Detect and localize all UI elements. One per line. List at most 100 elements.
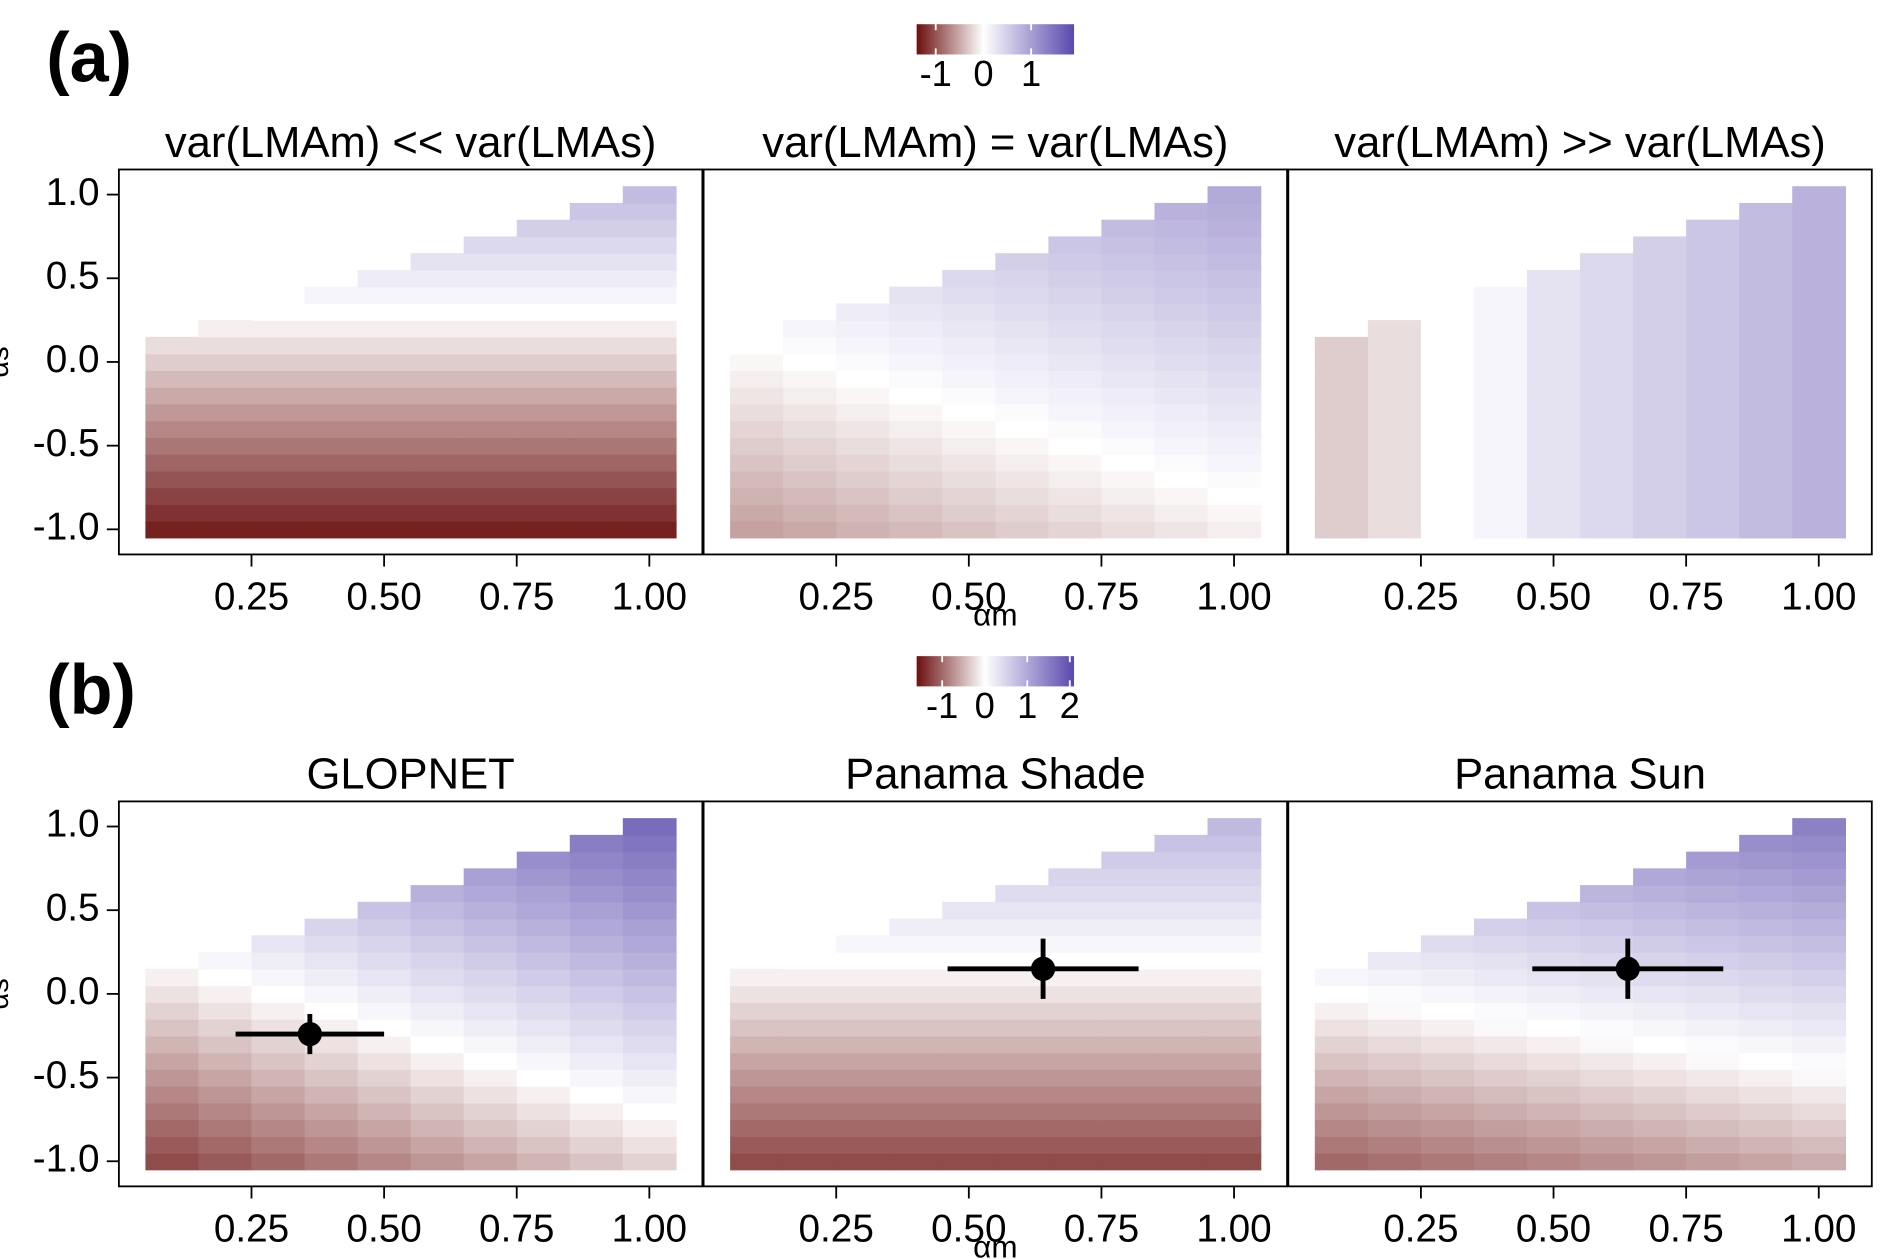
heatmap-cell [622,1152,677,1171]
heatmap-cell [1739,1136,1793,1154]
heatmap-cell [569,952,624,970]
heatmap-cell [1154,985,1209,1003]
heatmap-cell [1314,1102,1369,1121]
heatmap-cell [889,303,944,321]
heatmap-cell [1580,269,1634,288]
heatmap-cell [1686,901,1740,920]
heatmap-cell [145,470,200,489]
heatmap-cell [730,504,784,522]
heatmap-cell [995,1085,1050,1104]
heatmap-cell [622,370,677,388]
heatmap-cell [889,935,944,953]
heatmap-cell [995,985,1050,1003]
heatmap-cell [1101,236,1156,254]
heatmap-cell [1633,454,1687,472]
heatmap-cell [569,968,624,987]
x-axis-label: αm [973,598,1017,633]
heatmap-cell [1154,1085,1209,1104]
heatmap-cell [995,520,1050,539]
heatmap-cell [1686,1018,1740,1037]
heatmap-cell [942,454,997,472]
heatmap-cell [622,186,677,204]
heatmap-cell [1101,935,1156,953]
heatmap-cell [1154,1002,1209,1020]
heatmap-cell [1686,336,1740,355]
heatmap-cell [410,353,465,372]
heatmap-cell [198,320,253,338]
heatmap-cell [251,1102,306,1121]
heatmap-cell [995,504,1050,522]
heatmap-cell [783,487,837,505]
heatmap-cell [1473,437,1528,455]
heatmap-cell [1633,1069,1687,1087]
heatmap-cell [357,1136,412,1154]
heatmap-cell [569,851,624,870]
heatmap-cell [1739,1119,1793,1137]
heatmap-cell [1154,420,1209,439]
heatmap-cell [1207,868,1262,886]
heatmap-cell [1473,487,1528,505]
heatmap-cell [942,303,997,321]
heatmap-cell [516,1002,571,1020]
heatmap-cell [995,1119,1050,1137]
heatmap-cell [622,935,677,953]
heatmap-cell [569,202,624,221]
heatmap-cell [1527,985,1581,1003]
heatmap-cell [145,504,200,522]
heatmap-cell [1473,1119,1528,1137]
heatmap-cell [1367,487,1422,505]
heatmap-cell [1101,286,1156,305]
heatmap-cell [1207,1002,1262,1020]
heatmap-cell [1367,320,1422,338]
x-tick-label: 0.25 [799,1207,874,1250]
heatmap-cell [1580,387,1634,405]
heatmap-cell [730,370,784,388]
heatmap-cell [516,403,571,422]
heatmap-cell [1580,454,1634,472]
heatmap-cell [1314,454,1369,472]
heatmap-cell [622,818,677,836]
heatmap-cell [145,1069,200,1087]
heatmap-cell [1420,1152,1475,1171]
heatmap-cell [783,370,837,388]
heatmap-cell [304,504,359,522]
heatmap-cell [1048,403,1103,422]
heatmap-cell [516,1136,571,1154]
heatmap-cell [569,1102,624,1121]
heatmap-cell [942,1152,997,1171]
heatmap-cell [1101,1119,1156,1137]
heatmap-cell [1420,1035,1475,1054]
heatmap-cell [622,303,677,321]
heatmap-cell [463,353,518,372]
heatmap-cell [783,1119,837,1137]
heatmap-cell [1527,1136,1581,1154]
heatmap-cell [1420,1119,1475,1137]
heatmap-cell [1580,437,1634,455]
heatmap-cell [463,370,518,388]
heatmap-cell [995,1035,1050,1054]
heatmap-cell [1686,1136,1740,1154]
heatmap-cell [516,868,571,886]
heatmap-cell [1580,504,1634,522]
heatmap-cell [516,1052,571,1070]
heatmap-cell [783,504,837,522]
heatmap-cell [730,1102,784,1121]
heatmap-cell [1207,1085,1262,1104]
heatmap-cell [1101,985,1156,1003]
heatmap-cell [889,1152,944,1171]
heatmap-cell [410,420,465,439]
heatmap-cell [622,952,677,970]
point [1030,956,1056,981]
heatmap-cell [1739,487,1793,505]
heatmap-cell [783,1035,837,1054]
panel-label: (a) [46,17,132,96]
heatmap-cell [622,1018,677,1037]
heatmap-cell [1207,935,1262,953]
heatmap-cell [1048,1085,1103,1104]
heatmap-cell [145,370,200,388]
heatmap-cell [1739,320,1793,338]
heatmap-cell [1048,286,1103,305]
x-tick-label: 0.75 [479,575,554,618]
y-tick-label: -0.5 [33,1054,100,1097]
heatmap-cell [783,387,837,405]
